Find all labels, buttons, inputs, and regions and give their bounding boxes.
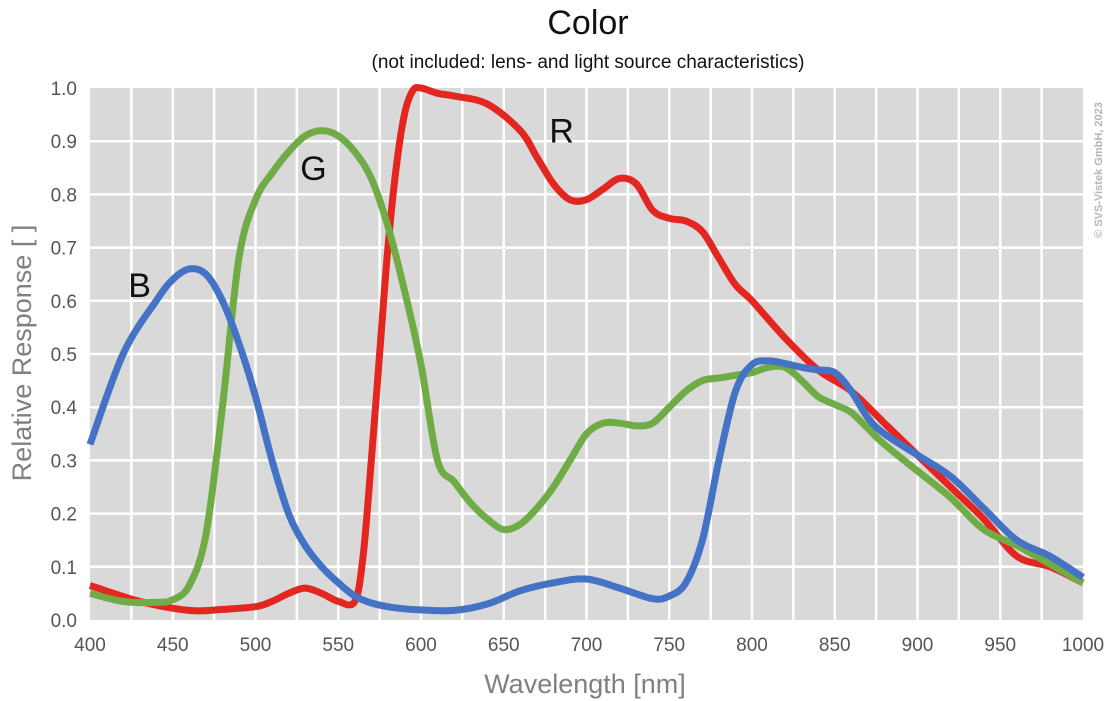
- y-tick-label: 0.8: [51, 185, 77, 206]
- series-label-b: B: [128, 267, 151, 305]
- series-lines: [86, 83, 1085, 615]
- series-line-g: [89, 127, 1085, 607]
- y-tick-label: 0.5: [51, 345, 77, 366]
- x-tick-label: 950: [984, 635, 1016, 656]
- x-tick-label: 850: [819, 635, 851, 656]
- y-tick-label: 0.9: [51, 132, 77, 153]
- y-tick-label: 0.1: [51, 558, 77, 579]
- y-tick-label: 0.4: [51, 398, 78, 419]
- x-tick-label: 600: [405, 635, 437, 656]
- x-tick-label: 900: [902, 635, 934, 656]
- x-tick-label: 750: [653, 635, 685, 656]
- y-tick-label: 0.2: [51, 505, 77, 526]
- x-tick-label: 700: [571, 635, 603, 656]
- y-axis-ticks: 0.0 0.1 0.2 0.3 0.4 0.5 0.6 0.7 0.8 0.9 1.0: [51, 79, 78, 632]
- series-labels: R G B: [128, 113, 574, 305]
- series-label-r: R: [549, 113, 574, 151]
- x-tick-label: 800: [736, 635, 768, 656]
- x-axis-ticks: 400 450 500 550 600 650 700 750 800 850 900 950 1000: [74, 635, 1104, 656]
- y-tick-label: 0.0: [51, 611, 77, 632]
- series-label-g: G: [300, 150, 326, 188]
- series-line-b: [86, 265, 1085, 615]
- y-tick-label: 0.7: [51, 239, 77, 260]
- y-tick-label: 0.3: [51, 451, 77, 472]
- x-tick-label: 650: [488, 635, 520, 656]
- copyright-notice: © SVS-Vistek GmbH, 2023: [1093, 102, 1105, 238]
- x-axis-label: Wavelength [nm]: [484, 669, 686, 699]
- chart-title: Color: [547, 4, 628, 42]
- x-tick-label: 400: [74, 635, 106, 656]
- y-tick-label: 0.6: [51, 292, 77, 313]
- grid-lines: [90, 88, 1083, 620]
- x-tick-label: 500: [240, 635, 272, 656]
- x-tick-label: 450: [157, 635, 189, 656]
- y-tick-label: 1.0: [51, 79, 77, 100]
- y-axis-label: Relative Response [ ]: [7, 225, 37, 482]
- chart-subtitle: (not included: lens- and light source ch…: [372, 52, 805, 73]
- x-tick-label: 550: [322, 635, 354, 656]
- x-tick-label: 1000: [1062, 635, 1104, 656]
